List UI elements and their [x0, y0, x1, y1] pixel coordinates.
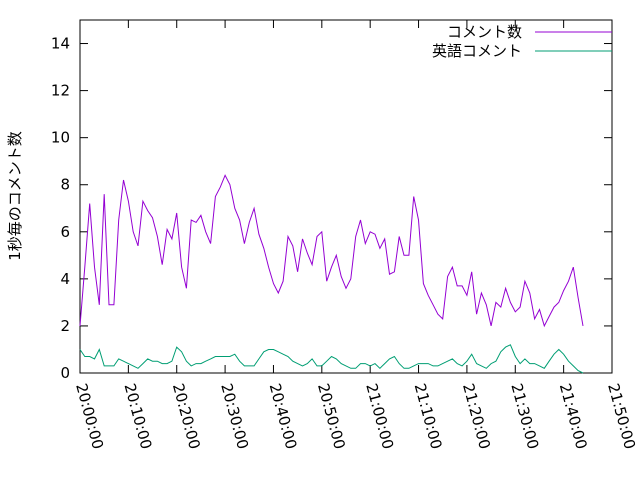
x-tick-label: 21:10:00: [411, 381, 446, 451]
x-tick-label: 21:50:00: [604, 381, 639, 451]
y-tick-label: 14: [51, 35, 70, 53]
y-axis-label: 1秒毎のコメント数: [6, 131, 24, 261]
x-tick-label: 20:00:00: [72, 381, 107, 451]
x-tick-label: 20:40:00: [266, 381, 301, 451]
series-line: [79, 174, 584, 328]
x-tick-label: 20:10:00: [120, 381, 155, 451]
x-tick-label: 20:30:00: [217, 381, 252, 451]
y-tick-label: 12: [51, 82, 70, 100]
y-tick-label: 4: [60, 270, 70, 288]
legend-label: 英語コメント: [432, 42, 522, 60]
legend-label: コメント数: [447, 23, 522, 41]
y-tick-label: 0: [60, 364, 70, 382]
series-line: [79, 344, 584, 374]
x-tick-label: 20:50:00: [314, 381, 349, 451]
x-tick-label: 21:20:00: [459, 381, 494, 451]
y-tick-label: 8: [60, 176, 70, 194]
y-tick-label: 10: [51, 129, 70, 147]
x-tick-label: 20:20:00: [169, 381, 204, 451]
y-tick-label: 2: [60, 317, 70, 335]
y-tick-label: 6: [60, 223, 70, 241]
x-tick-label: 21:40:00: [556, 381, 591, 451]
plot-border: [79, 19, 613, 374]
x-tick-label: 21:00:00: [362, 381, 397, 451]
x-tick-label: 21:30:00: [507, 381, 542, 451]
